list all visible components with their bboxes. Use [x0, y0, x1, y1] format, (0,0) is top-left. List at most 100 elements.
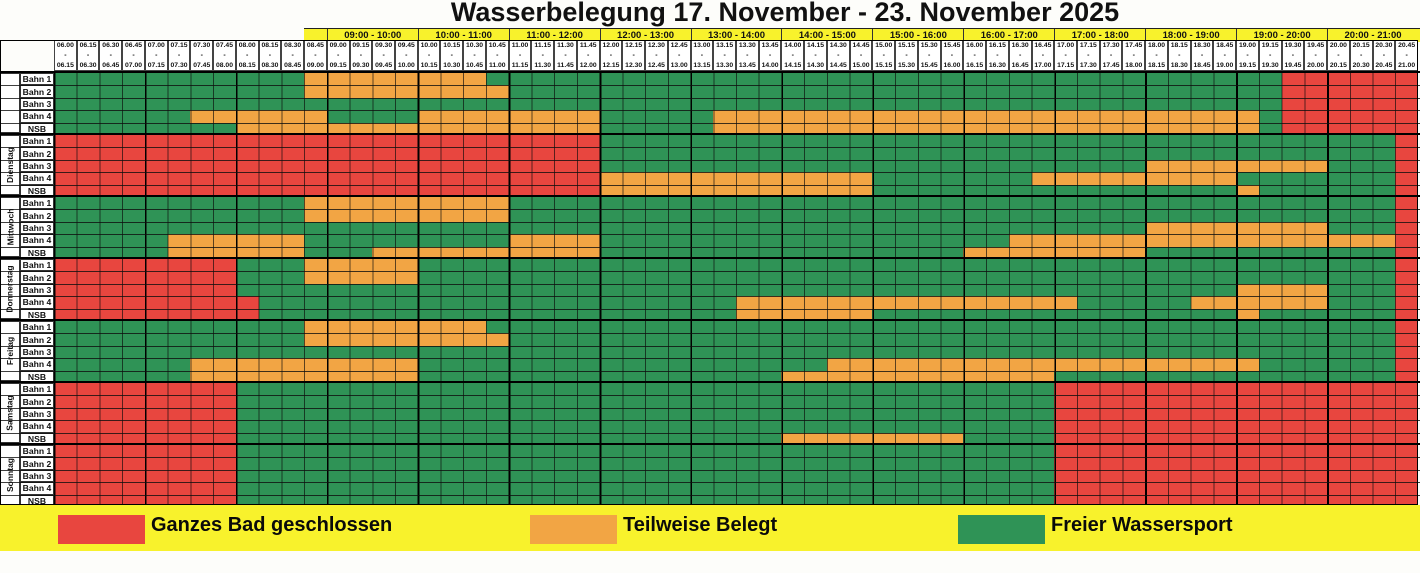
lane-label: Bahn 4: [20, 234, 54, 247]
slot-end-label: 06.30: [79, 62, 97, 69]
slot-start-label: 11.30: [557, 42, 574, 49]
slot-start-label: 09.30: [375, 42, 393, 49]
bottom-margin: [0, 551, 1420, 573]
slot-dash: -: [496, 52, 499, 59]
slot-start-label: 09.15: [352, 42, 370, 49]
row-divider: [0, 457, 1420, 459]
day-label: Sonntag: [5, 458, 15, 492]
slot-dash: -: [1155, 52, 1158, 59]
slot-start-label: 15.30: [920, 42, 938, 49]
hour-group-label: 10:00 - 11:00: [417, 29, 509, 42]
lane-label: Bahn 3: [20, 469, 54, 483]
slot-dash: -: [450, 52, 453, 59]
time-slot-cell: 10.00 - 10.15: [417, 40, 441, 71]
slot-end-label: 08.30: [261, 62, 279, 69]
slot-dash: -: [64, 52, 67, 59]
schedule-row: [54, 73, 1418, 86]
schedule-row: [54, 457, 1418, 470]
slot-end-label: 17.15: [1057, 62, 1075, 69]
gridlines-overlay: [54, 432, 1418, 445]
day-label-cell: Dienstag: [0, 135, 20, 195]
slot-start-label: 13.15: [716, 42, 734, 49]
lane-label: Bahn 4: [20, 420, 54, 433]
slot-dash: -: [564, 52, 567, 59]
lane-label: Bahn 4: [20, 482, 54, 495]
slot-dash: -: [223, 52, 226, 59]
slot-dash: -: [632, 52, 635, 59]
gridlines-overlay: [54, 420, 1418, 433]
slot-start-label: 11.00: [511, 42, 529, 49]
time-slot-cell: 10.45 - 11.00: [485, 40, 509, 71]
row-divider: [0, 432, 1420, 434]
hour-group-label: 11:00 - 12:00: [508, 29, 600, 42]
time-slot-cell: 07.45 - 08.00: [213, 40, 236, 71]
slot-start-label: 18.15: [1170, 42, 1188, 49]
legend-label: Ganzes Bad geschlossen: [151, 514, 393, 536]
schedule-row: [54, 395, 1418, 408]
row-divider: [0, 271, 1420, 273]
slot-dash: -: [1337, 52, 1340, 59]
slot-start-label: 13.45: [761, 42, 779, 49]
gridlines-overlay: [54, 407, 1418, 421]
time-slot-cell: 11.30 - 11.45: [554, 40, 577, 71]
slot-end-label: 12.15: [602, 62, 620, 69]
gridlines-overlay: [54, 184, 1418, 197]
slot-dash: -: [791, 52, 794, 59]
slot-start-label: 12.00: [602, 42, 620, 49]
time-slot-cell: 13.15 - 13.30: [713, 40, 736, 71]
schedule-row: [54, 283, 1418, 297]
schedule-row: [54, 271, 1418, 284]
slot-start-label: 18.00: [1148, 42, 1166, 49]
time-slot-cell: 19.45 - 20.00: [1304, 40, 1328, 71]
slot-end-label: 07.30: [170, 62, 188, 69]
slot-dash: -: [859, 52, 863, 59]
lane-label: Bahn 3: [20, 159, 54, 173]
slot-dash: -: [291, 52, 294, 59]
slot-dash: -: [246, 52, 249, 59]
slot-end-label: 16.45: [1011, 62, 1029, 69]
slot-dash: -: [882, 52, 885, 59]
time-slot-cell: 20.30 - 20.45: [1372, 40, 1396, 71]
slot-end-label: 11.45: [557, 62, 574, 69]
slot-start-label: 10.15: [443, 42, 461, 49]
slot-start-label: 19.45: [1307, 42, 1325, 49]
slot-end-label: 09.00: [306, 62, 324, 69]
time-slot-cell: 08.15 - 08.30: [258, 40, 282, 71]
slot-end-label: 08.00: [215, 62, 233, 69]
day-label-cell: Donnerstag: [0, 259, 20, 319]
slot-end-label: 17.30: [1079, 62, 1097, 69]
page-title: Wasserbelegung 17. November - 23. Novemb…: [450, 0, 1120, 27]
gridlines-overlay: [54, 197, 1418, 210]
slot-dash: -: [427, 52, 431, 59]
day-group: Mittwoch Bahn 1 Bahn 2 Bahn 3 Bahn 4 NSB: [0, 195, 1420, 259]
row-divider: [0, 85, 1420, 87]
slot-start-label: 07.30: [193, 42, 211, 49]
schedule-row: [54, 259, 1418, 272]
slot-start-label: 11.15: [534, 42, 552, 49]
slot-start-label: 12.15: [625, 42, 643, 49]
schedule-row: [54, 246, 1418, 259]
slot-end-label: 08.45: [284, 62, 302, 69]
slot-start-label: 14.45: [852, 42, 870, 49]
slot-end-label: 07.15: [147, 62, 165, 69]
slot-end-label: 15.45: [920, 62, 938, 69]
schedule-row: [54, 122, 1418, 135]
schedule-row: [54, 345, 1418, 359]
slot-dash: -: [109, 52, 112, 59]
time-slot-cell: 17.15 - 17.30: [1076, 40, 1100, 71]
lane-label: Bahn 2: [20, 85, 54, 98]
time-slot-cell: 15.00 - 15.15: [872, 40, 896, 71]
row-divider: [0, 494, 1420, 496]
time-slot-cell: 12.30 - 12.45: [645, 40, 668, 71]
slot-start-label: 11.45: [579, 42, 597, 49]
gridlines-overlay: [54, 445, 1418, 458]
row-divider: [0, 97, 1420, 99]
time-slot-cell: 09.30 - 09.45: [372, 40, 395, 71]
slot-end-label: 14.15: [784, 62, 802, 69]
gridlines-overlay: [54, 296, 1418, 309]
gridlines-overlay: [54, 271, 1418, 284]
hour-group-label: 09:00 - 10:00: [326, 29, 418, 42]
slot-dash: -: [473, 52, 476, 59]
lane-label: Bahn 2: [20, 209, 54, 222]
hour-group-label: 13:00 - 14:00: [690, 29, 782, 42]
